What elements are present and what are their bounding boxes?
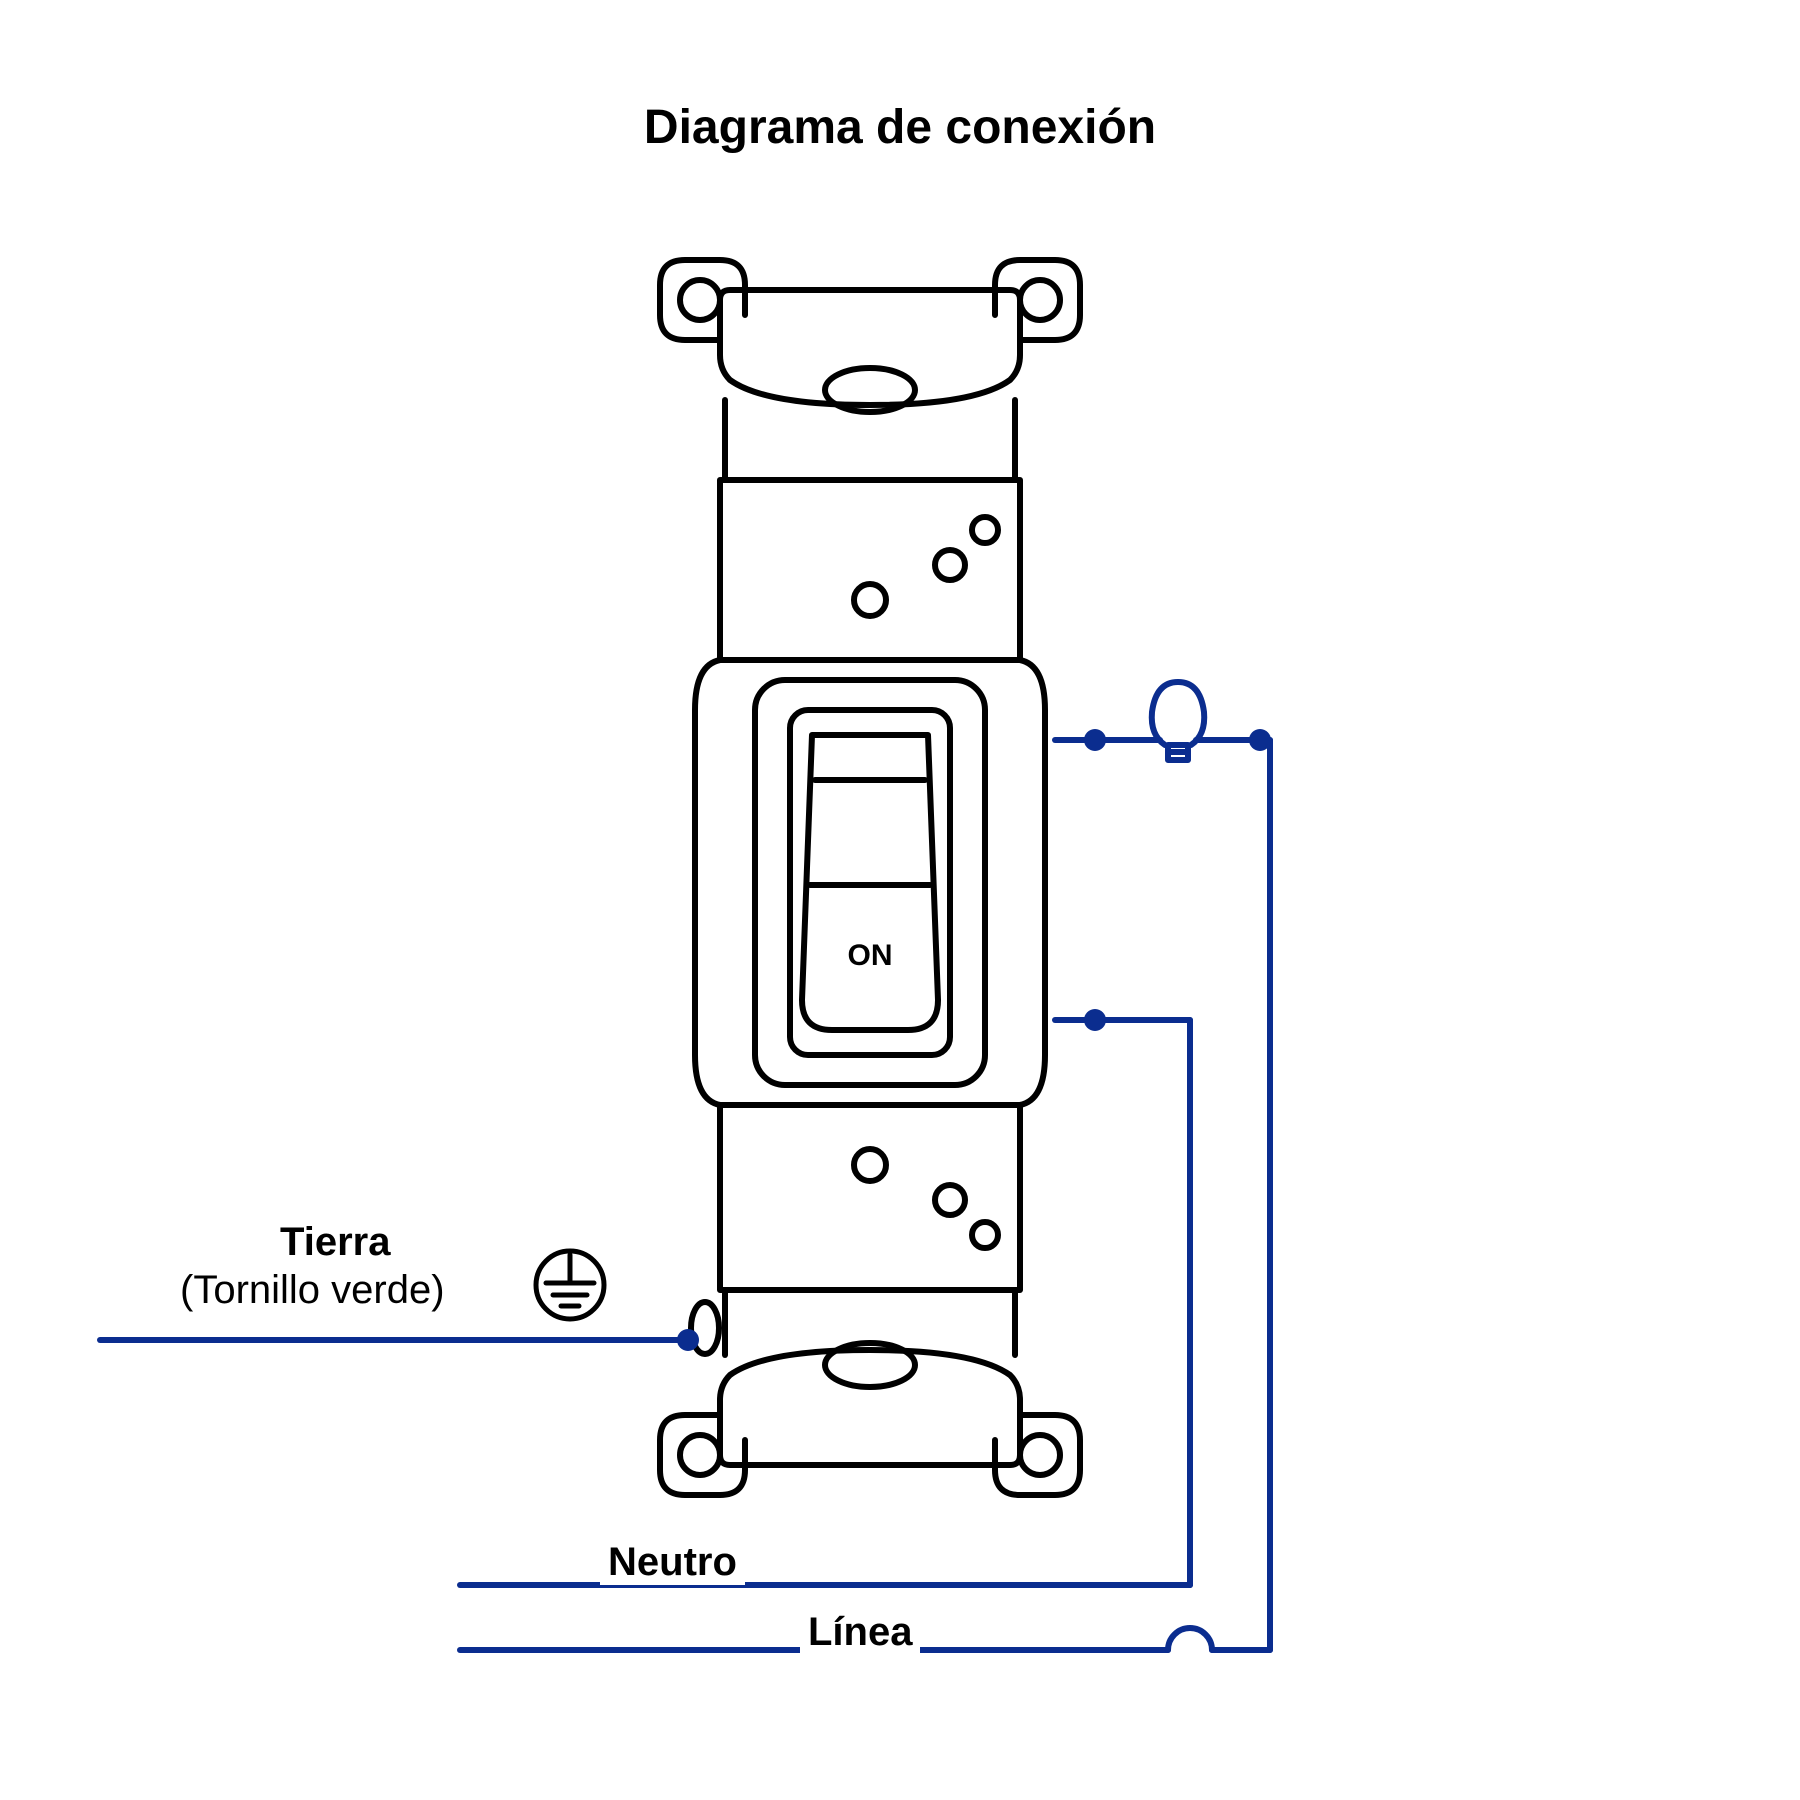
ground-label-title: Tierra	[280, 1220, 390, 1265]
bulb-icon	[1095, 682, 1260, 760]
line-label: Línea	[800, 1610, 920, 1655]
neutral-label: Neutro	[600, 1540, 745, 1585]
wiring-diagram: ON	[0, 0, 1800, 1800]
ground-symbol-icon	[536, 1251, 604, 1319]
switch-on-label: ON	[848, 939, 893, 972]
ground-label-sub: (Tornillo verde)	[180, 1268, 445, 1313]
